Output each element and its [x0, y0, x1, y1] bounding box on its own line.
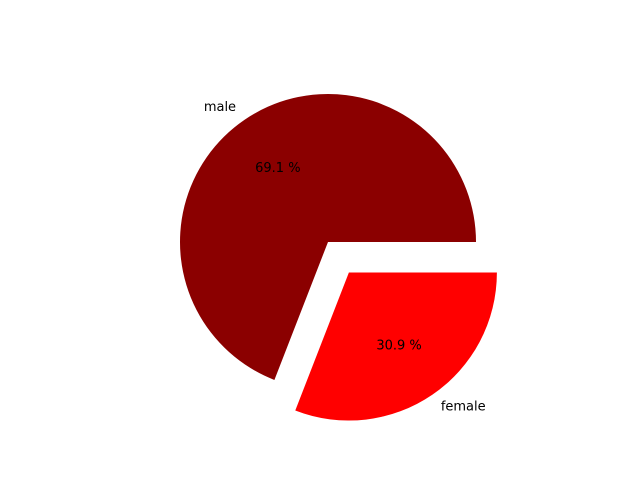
- slice-label-male: male: [204, 100, 236, 115]
- slice-label-female: female: [441, 399, 486, 414]
- slice-percent-female: 30.9 %: [376, 338, 421, 353]
- pie-slice-male: [180, 94, 477, 380]
- pie-slice-female: [295, 272, 497, 421]
- slice-percent-male: 69.1 %: [255, 161, 300, 176]
